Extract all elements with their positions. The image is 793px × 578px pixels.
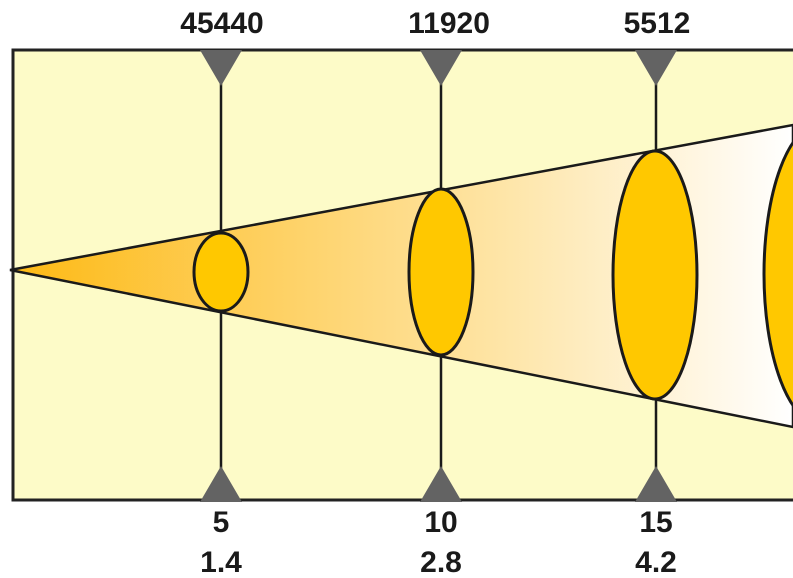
beam-cross-sections [192,140,793,408]
bottom-secondary-label: 4.2 [635,546,677,578]
beam-spot [762,140,793,408]
bottom-secondary-label: 1.4 [200,546,242,578]
top-value-label: 45440 [180,7,263,40]
top-value-label: 11920 [408,7,490,40]
bottom-value-label: 15 [639,506,672,539]
top-value-label: 5512 [624,7,691,40]
beam-spot [611,149,699,401]
top-markers [200,50,677,86]
down-triangle-icon [200,50,242,86]
beam-spot [407,187,475,357]
up-triangle-icon [635,466,677,502]
beam-spot [192,231,250,313]
bottom-secondary-label: 2.8 [420,546,462,578]
down-triangle-icon [420,50,462,86]
up-triangle-icon [200,466,242,502]
up-triangle-icon [420,466,462,502]
bottom-value-label: 5 [213,506,230,539]
bottom-markers [200,466,677,502]
bottom-value-label: 10 [424,506,457,539]
down-triangle-icon [635,50,677,86]
light-cone [9,123,793,429]
